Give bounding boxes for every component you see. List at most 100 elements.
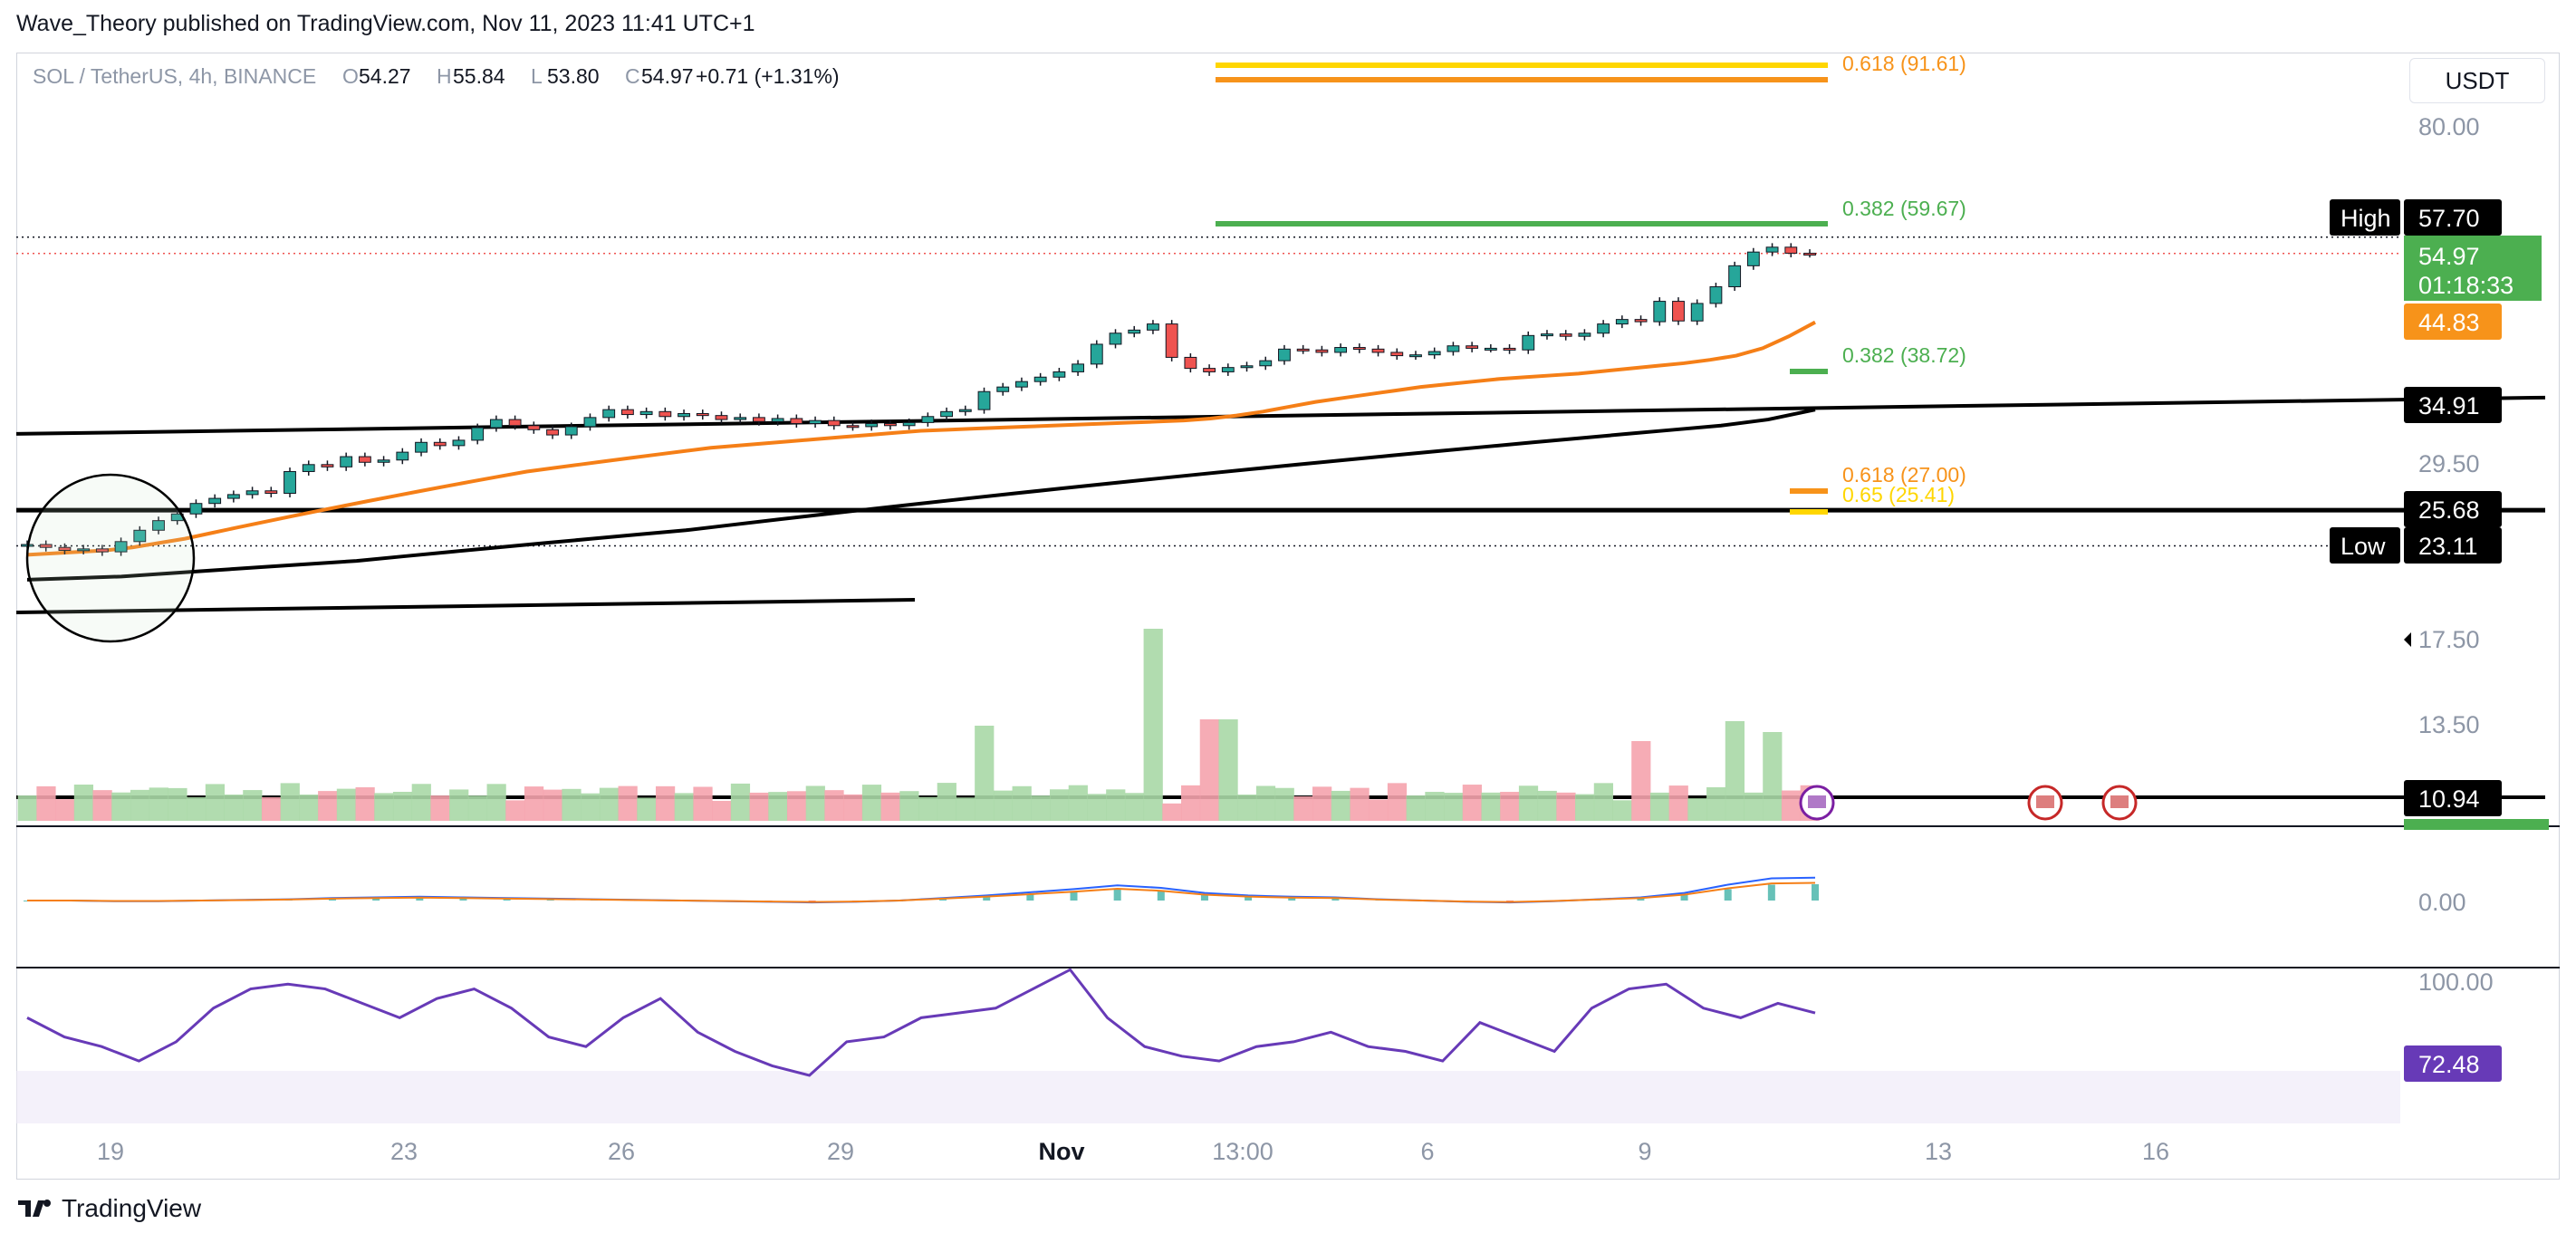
volume-bar bbox=[655, 785, 676, 821]
volume-bar bbox=[392, 791, 413, 821]
x-tick-label: 16 bbox=[2142, 1138, 2169, 1165]
macd-histogram-bar bbox=[1288, 898, 1296, 901]
volume-bar bbox=[1181, 785, 1201, 821]
candle bbox=[489, 419, 503, 429]
candle bbox=[226, 494, 240, 499]
x-tick-label: Nov bbox=[1038, 1138, 1084, 1165]
volume-bar bbox=[1537, 790, 1557, 821]
volume-bar bbox=[1575, 794, 1595, 821]
volume-bar bbox=[336, 788, 357, 821]
axis-badge bbox=[2404, 304, 2502, 340]
fib-label: 0.618 (27.00) bbox=[1842, 463, 1966, 487]
axis-tag bbox=[2330, 199, 2400, 236]
volume-bar bbox=[261, 797, 282, 821]
candle bbox=[921, 416, 935, 423]
volume-bar bbox=[55, 799, 75, 821]
volume-bar bbox=[149, 787, 168, 821]
candle bbox=[133, 529, 147, 543]
candle bbox=[452, 439, 466, 447]
y-tick-label: 29.50 bbox=[2418, 450, 2480, 477]
candle bbox=[902, 421, 916, 427]
macd-histogram-bar bbox=[1637, 898, 1645, 901]
resistance-line bbox=[15, 395, 2546, 436]
candle bbox=[1803, 253, 1816, 256]
candle bbox=[358, 456, 371, 463]
candle bbox=[752, 417, 765, 422]
volume-bar bbox=[1462, 785, 1482, 821]
macd-histogram-bar bbox=[1724, 889, 1732, 901]
macd-signal-line bbox=[27, 882, 1816, 903]
volume-bar bbox=[880, 792, 900, 821]
candle bbox=[1709, 286, 1723, 304]
y-tick-label: 80.00 bbox=[2418, 113, 2480, 140]
volume-bar bbox=[1649, 792, 1670, 821]
candle bbox=[508, 419, 522, 427]
ohlc-value-c: 54.97 bbox=[641, 64, 694, 88]
event-icon-fill bbox=[2036, 795, 2054, 808]
candle bbox=[658, 410, 672, 418]
candle bbox=[1053, 371, 1066, 378]
candle bbox=[1033, 376, 1047, 382]
axis-badge-value: 34.91 bbox=[2418, 392, 2480, 419]
volume-bar bbox=[730, 783, 751, 821]
event-icon-fill bbox=[1808, 795, 1826, 808]
candle bbox=[1015, 381, 1028, 388]
volume-bar bbox=[17, 795, 37, 821]
volume-bar bbox=[1763, 732, 1783, 821]
volume-bar bbox=[674, 793, 694, 821]
axis-badge-value: 57.70 bbox=[2418, 205, 2480, 232]
volume-bar bbox=[1444, 793, 1464, 821]
lower-trend-line bbox=[15, 598, 916, 614]
macd-histogram-bar bbox=[416, 898, 424, 901]
panes: 0.618 (91.61) 0.382 (59.67) 0.382 (38.72) 0… bbox=[15, 52, 2560, 1165]
candle bbox=[1690, 303, 1704, 322]
y-tick-label: 17.50 bbox=[2418, 626, 2480, 653]
candle bbox=[1090, 343, 1103, 365]
y-tick-label: 100.00 bbox=[2418, 968, 2494, 996]
candle bbox=[1484, 347, 1497, 351]
candle bbox=[1109, 332, 1122, 345]
volume-bar bbox=[768, 792, 788, 821]
price-badge bbox=[2404, 236, 2542, 301]
candle bbox=[1296, 348, 1310, 352]
ema-orange-line bbox=[26, 320, 1816, 557]
x-tick-label: 6 bbox=[1420, 1138, 1434, 1165]
volume-bar bbox=[1162, 803, 1182, 821]
volume-bar bbox=[1255, 785, 1276, 821]
volume-bar bbox=[1518, 785, 1539, 821]
candle bbox=[284, 470, 296, 495]
volume-bar bbox=[1331, 790, 1350, 821]
candle bbox=[471, 427, 485, 441]
y-tick-label: 0.00 bbox=[2418, 889, 2466, 916]
currency-selector[interactable]: USDT bbox=[2409, 58, 2545, 103]
symbol-label: SOL / TetherUS, 4h, BINANCE bbox=[33, 64, 316, 88]
volume-bar bbox=[130, 789, 150, 821]
candle bbox=[245, 490, 259, 496]
candle bbox=[1165, 323, 1178, 358]
ohlc-label-o: O bbox=[342, 64, 359, 88]
candle bbox=[790, 418, 803, 425]
macd-histogram-bar bbox=[329, 899, 337, 901]
candle bbox=[1371, 348, 1385, 353]
volume-bar bbox=[1706, 786, 1726, 821]
chart-frame bbox=[16, 53, 2560, 1180]
candle bbox=[996, 386, 1010, 392]
rsi-band bbox=[16, 1071, 2400, 1123]
candle bbox=[1541, 333, 1553, 337]
candle bbox=[977, 390, 991, 410]
scroll-arrow-icon[interactable] bbox=[2404, 632, 2411, 647]
volume-bar bbox=[543, 789, 562, 821]
candle bbox=[1765, 246, 1779, 253]
axis-badge bbox=[2404, 1045, 2502, 1082]
axis-badge bbox=[2404, 387, 2502, 423]
volume-bar bbox=[1274, 787, 1294, 821]
volume-bar bbox=[824, 790, 844, 821]
axis-tag-label: High bbox=[2341, 205, 2391, 232]
axis-badge-value: 54.97 bbox=[2418, 243, 2480, 270]
volume-bar bbox=[1369, 799, 1389, 821]
axis-tag-label: Low bbox=[2341, 533, 2386, 560]
volume-bar bbox=[1556, 792, 1576, 821]
candle bbox=[734, 417, 747, 420]
ohlc-label-l: L bbox=[531, 64, 543, 88]
